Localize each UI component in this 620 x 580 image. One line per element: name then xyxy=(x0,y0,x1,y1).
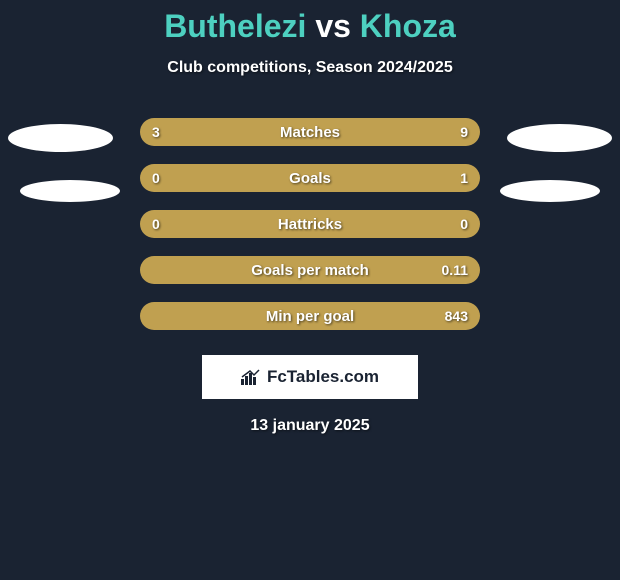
stat-label: Goals per match xyxy=(251,262,369,279)
stat-label: Goals xyxy=(289,170,331,187)
bar-container: 0 Hattricks 0 xyxy=(140,210,480,238)
stat-row-matches: 3 Matches 9 xyxy=(0,109,620,155)
brand-badge: FcTables.com xyxy=(202,355,418,399)
stat-row-goals: 0 Goals 1 xyxy=(0,155,620,201)
stat-row-mpg: Min per goal 843 xyxy=(0,293,620,339)
stat-label: Min per goal xyxy=(266,308,354,325)
stat-row-gpm: Goals per match 0.11 xyxy=(0,247,620,293)
stat-left-value: 0 xyxy=(152,170,160,186)
stats-chart: 3 Matches 9 0 Goals 1 0 Hattricks 0 xyxy=(0,109,620,339)
stat-row-hattricks: 0 Hattricks 0 xyxy=(0,201,620,247)
stat-left-value: 3 xyxy=(152,124,160,140)
chart-icon xyxy=(241,369,261,385)
bar-container: Goals per match 0.11 xyxy=(140,256,480,284)
stat-right-value: 0.11 xyxy=(442,262,468,278)
player2-name: Khoza xyxy=(360,8,456,44)
stat-label: Matches xyxy=(280,124,340,141)
comparison-infographic: Buthelezi vs Khoza Club competitions, Se… xyxy=(0,0,620,580)
subtitle: Club competitions, Season 2024/2025 xyxy=(0,59,620,77)
stat-right-value: 9 xyxy=(460,124,468,140)
bar-container: 0 Goals 1 xyxy=(140,164,480,192)
stat-right-value: 843 xyxy=(445,308,468,324)
stat-right-value: 0 xyxy=(460,216,468,232)
page-title: Buthelezi vs Khoza xyxy=(0,8,620,45)
player1-name: Buthelezi xyxy=(164,8,306,44)
vs-text: vs xyxy=(315,8,351,44)
date-label: 13 january 2025 xyxy=(0,417,620,435)
bar-container: 3 Matches 9 xyxy=(140,118,480,146)
bar-container: Min per goal 843 xyxy=(140,302,480,330)
stat-left-value: 0 xyxy=(152,216,160,232)
stat-label: Hattricks xyxy=(278,216,342,233)
stat-right-value: 1 xyxy=(460,170,468,186)
brand-text: FcTables.com xyxy=(267,367,379,387)
